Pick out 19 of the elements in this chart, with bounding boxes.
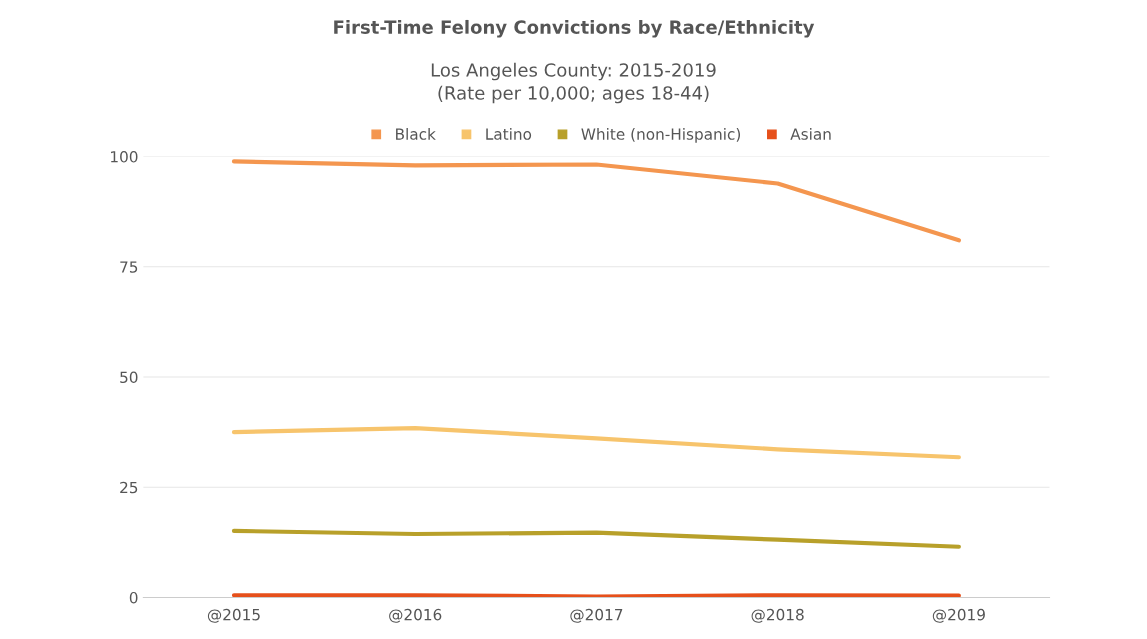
x-tick-label: @2015 — [207, 608, 260, 623]
x-tick-label: @2017 — [570, 608, 623, 623]
y-tick-label: 0 — [129, 591, 138, 604]
line-series — [231, 159, 961, 243]
y-tick-label: 50 — [120, 371, 138, 384]
x-tick-label: @2016 — [389, 608, 442, 623]
y-tick-label: 25 — [120, 481, 138, 494]
line-series — [231, 426, 961, 460]
x-tick-label: @2018 — [751, 608, 804, 623]
line-series — [231, 528, 961, 549]
legend-label: Asian — [790, 128, 831, 140]
legend-label: Black — [396, 128, 436, 140]
chart-title: First-Time Felony Convictions by Race/Ethnicity — [334, 19, 815, 38]
legend-label: Latino — [486, 128, 532, 140]
chart-subtitle: Los Angeles County: 2015-2019 (Rate per 10,000; ages 18-44) — [431, 62, 716, 104]
x-tick-label: @2019 — [932, 608, 985, 623]
legend-label: White (non-Hispanic) — [581, 128, 741, 143]
y-tick-label: 75 — [120, 261, 138, 273]
y-tick-label: 100 — [111, 151, 138, 163]
